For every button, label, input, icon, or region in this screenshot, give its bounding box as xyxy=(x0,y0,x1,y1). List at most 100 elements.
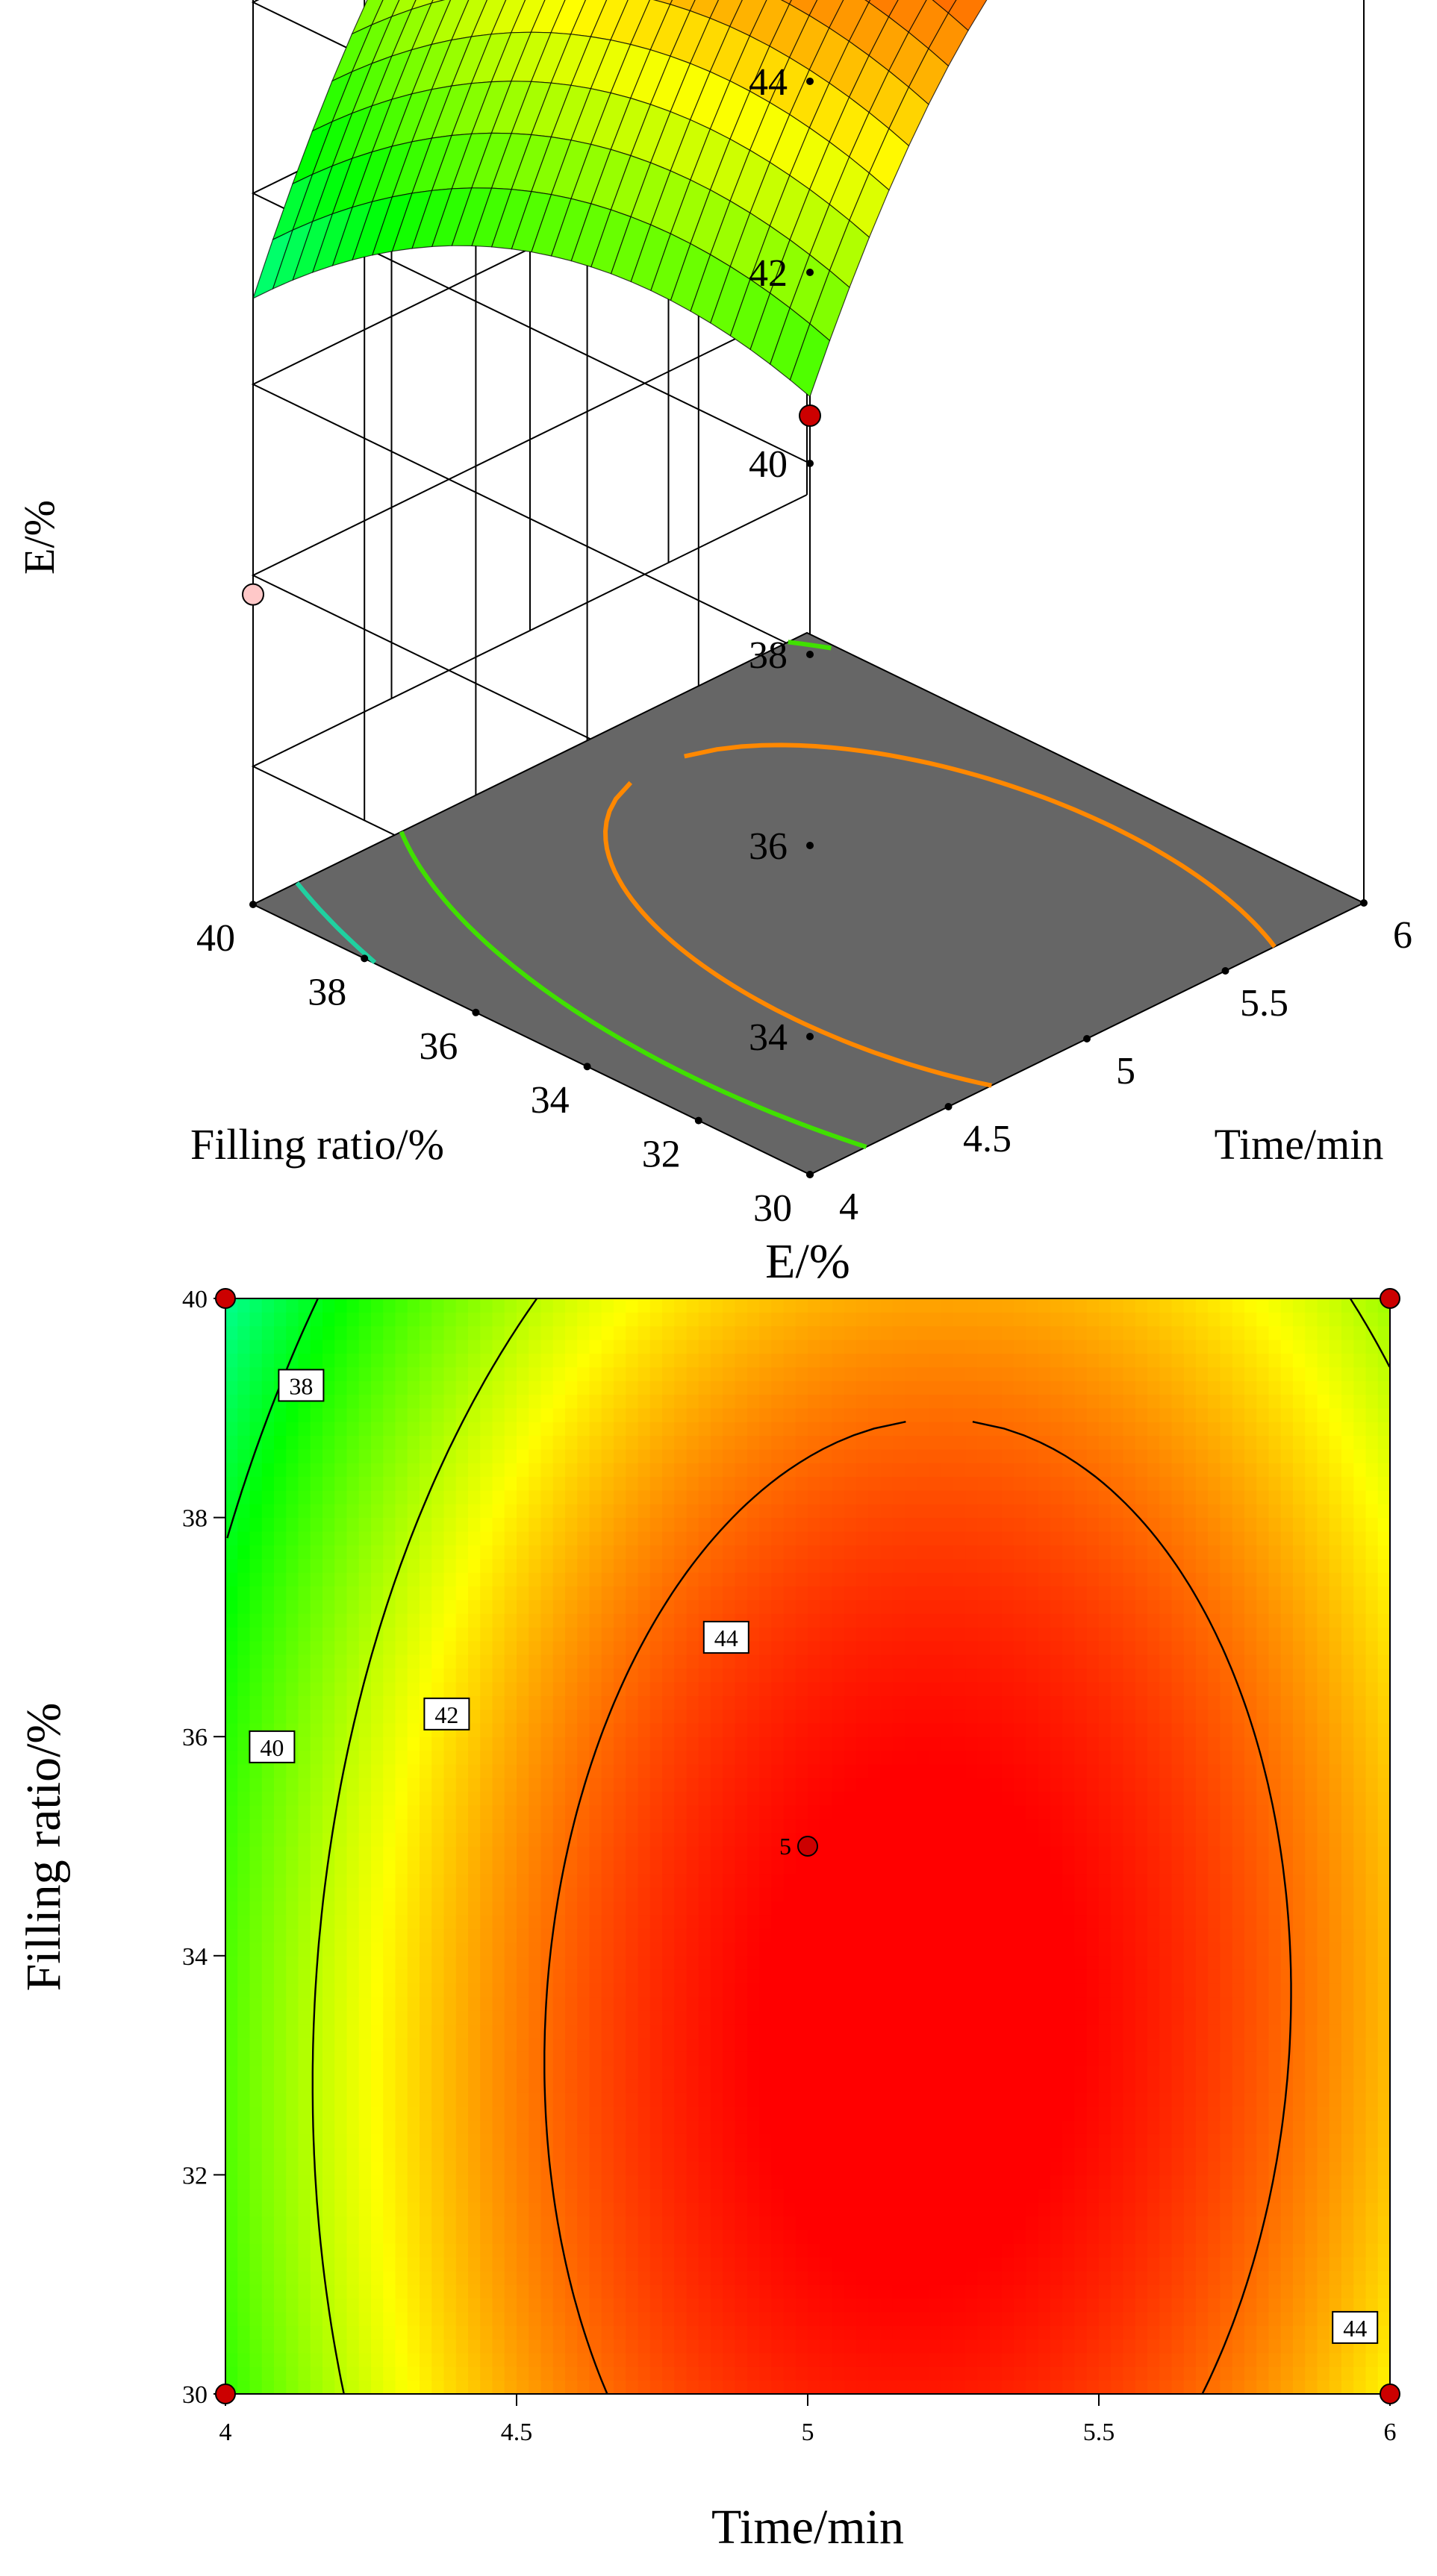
heat-cell xyxy=(759,2120,772,2134)
heat-cell xyxy=(723,1504,736,1519)
heat-cell xyxy=(468,1709,481,1724)
heat-cell xyxy=(322,1695,335,1710)
heat-cell xyxy=(601,2229,614,2244)
heat-cell xyxy=(395,1489,408,1504)
heat-cell xyxy=(225,1558,238,1573)
heat-cell xyxy=(286,1791,299,1806)
heat-cell xyxy=(565,1983,578,1998)
heat-cell xyxy=(589,1586,602,1601)
heat-cell xyxy=(711,1901,723,1916)
heat-cell xyxy=(431,2037,445,2052)
heat-cell xyxy=(261,2078,275,2093)
heat-cell xyxy=(686,1366,699,1381)
heat-cell xyxy=(674,1504,688,1519)
heat-cell xyxy=(808,2133,820,2148)
heat-cell xyxy=(455,1613,469,1628)
heat-cell xyxy=(529,1394,542,1409)
heat-cell xyxy=(711,2065,723,2080)
heat-cell xyxy=(771,1613,785,1628)
heat-cell xyxy=(565,1928,578,1943)
heat-cell xyxy=(783,2298,797,2313)
heat-cell xyxy=(735,1681,748,1696)
heat-cell xyxy=(626,1325,639,1340)
heat-cell xyxy=(746,1586,760,1601)
heat-cell xyxy=(334,1531,348,1545)
heat-cell xyxy=(529,1599,542,1614)
heat-cell xyxy=(771,1531,785,1545)
heat-cell xyxy=(723,1722,736,1737)
heat-cell xyxy=(346,2229,360,2244)
heat-cell xyxy=(601,1517,614,1532)
heat-cell xyxy=(358,2188,372,2203)
heat-cell xyxy=(492,1531,505,1545)
heat-cell xyxy=(261,1860,275,1875)
heat-cell xyxy=(565,2037,578,2052)
heat-cell xyxy=(455,2270,469,2285)
heat-cell xyxy=(783,2051,797,2066)
heat-cell xyxy=(735,1654,748,1669)
heat-cell xyxy=(795,1517,808,1532)
heat-cell xyxy=(601,1504,614,1519)
heat-cell xyxy=(795,1887,808,1901)
heat-cell xyxy=(589,2120,602,2134)
heat-cell xyxy=(225,1599,238,1614)
heat-cell xyxy=(529,2229,542,2244)
heat-cell xyxy=(808,1312,820,1327)
heat-cell xyxy=(552,1339,566,1354)
heat-cell xyxy=(808,1819,820,1833)
heat-cell xyxy=(249,2051,263,2066)
heat-cell xyxy=(589,1819,602,1833)
heat-cell xyxy=(431,2161,445,2175)
heat-cell xyxy=(589,1846,602,1860)
heat-cell xyxy=(468,1763,481,1778)
heat-cell xyxy=(626,1463,639,1478)
heat-cell xyxy=(577,2284,590,2299)
heat-cell xyxy=(723,1901,736,1916)
heat-cell xyxy=(649,1339,663,1354)
heat-cell xyxy=(601,2037,614,2052)
heat-cell xyxy=(565,2202,578,2217)
heat-cell xyxy=(552,1832,566,1847)
heat-cell xyxy=(601,1312,614,1327)
heat-cell xyxy=(504,2065,517,2080)
heat-cell xyxy=(420,1928,432,1943)
heat-cell xyxy=(322,1736,335,1751)
heat-cell xyxy=(420,2229,432,2244)
heat-cell xyxy=(310,1873,323,1888)
heat-cell xyxy=(686,1750,699,1765)
heat-cell xyxy=(274,1654,287,1669)
heat-cell xyxy=(492,2120,505,2134)
heat-cell xyxy=(614,1668,626,1683)
heat-cell xyxy=(443,2270,457,2285)
heat-cell xyxy=(614,2078,626,2093)
heat-cell xyxy=(431,1517,445,1532)
heat-cell xyxy=(711,1914,723,1929)
heat-cell xyxy=(614,1381,626,1395)
heat-cell xyxy=(407,2202,420,2217)
heat-cell xyxy=(589,1983,602,1998)
heat-cell xyxy=(674,1846,688,1860)
heat-cell xyxy=(601,1298,614,1313)
heat-cell xyxy=(723,2024,736,2039)
heat-cell xyxy=(649,1791,663,1806)
heat-cell xyxy=(274,1695,287,1710)
heat-cell xyxy=(577,2065,590,2080)
heat-cell xyxy=(504,1339,517,1354)
heat-cell xyxy=(552,1654,566,1669)
heat-cell xyxy=(674,1339,688,1354)
heat-cell xyxy=(334,1435,348,1450)
heat-cell xyxy=(649,1763,663,1778)
heat-cell xyxy=(286,2051,299,2066)
heat-cell xyxy=(662,1983,675,1998)
heat-cell xyxy=(322,1763,335,1778)
heat-cell xyxy=(443,1668,457,1683)
heat-cell xyxy=(468,1325,481,1340)
heat-cell xyxy=(614,1996,626,2011)
heat-cell xyxy=(286,1668,299,1683)
heat-cell xyxy=(346,1969,360,1984)
heat-cell xyxy=(443,1763,457,1778)
heat-cell xyxy=(674,2257,688,2272)
heat-cell xyxy=(662,2270,675,2285)
heat-cell xyxy=(504,1695,517,1710)
heat-cell xyxy=(795,2161,808,2175)
